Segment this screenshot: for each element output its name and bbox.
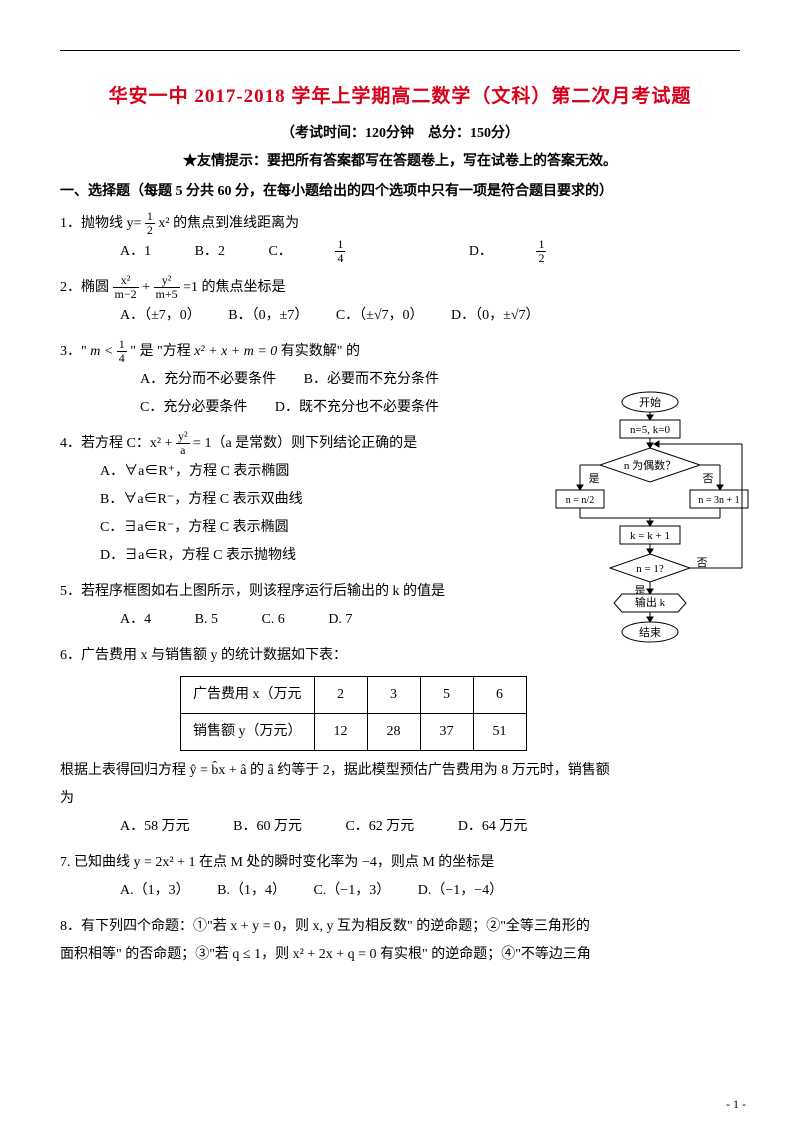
q6-D: D．64 万元 (458, 813, 528, 841)
q6-A: A．58 万元 (120, 813, 190, 841)
q6-table: 广告费用 x（万元 2 3 5 6 销售额 y（万元） 12 28 37 51 (180, 676, 527, 751)
q4-C: C．∃a∈R⁻，方程 C 表示椭圆 (100, 514, 289, 542)
table-row: 广告费用 x（万元 2 3 5 6 (181, 677, 527, 714)
question-6: 6．广告费用 x 与销售额 y 的统计数据如下表： 广告费用 x（万元 2 3 … (60, 642, 740, 841)
q2-C: C．（±√7，0） (336, 302, 424, 330)
question-8: 8．有下列四个命题：①"若 x + y = 0，则 x, y 互为相反数" 的逆… (60, 913, 740, 969)
q2-B: B．（0，±7） (228, 302, 308, 330)
q7-B: B.（1，4） (217, 877, 286, 905)
question-7: 7. 已知曲线 y = 2x² + 1 在点 M 处的瞬时变化率为 −4，则点 … (60, 849, 740, 905)
svg-text:n 为偶数？: n 为偶数？ (624, 459, 676, 472)
q3-C: C．充分必要条件 (140, 394, 247, 422)
q2-stem-pre: 2．椭圆 (60, 280, 113, 295)
q1-stem-post: x² 的焦点到准线距离为 (158, 216, 299, 231)
svg-text:结束: 结束 (639, 626, 661, 639)
q3-A: A．充分而不必要条件 (140, 366, 276, 394)
q1-D: D． 1 2 (469, 238, 627, 266)
svg-text:n = 1?: n = 1? (636, 563, 664, 575)
q6-C: C．62 万元 (345, 813, 414, 841)
exam-hint: ★友情提示：要把所有答案都写在答题卷上，写在试卷上的答案无效。 (60, 150, 740, 170)
question-3: 3．" m < 1 4 " 是 "方程 x² + x + m = 0 有实数解"… (60, 338, 490, 422)
page-number: - 1 - (726, 1097, 746, 1112)
q4-options: A．∀a∈R⁺，方程 C 表示椭圆 B．∀a∈R⁻，方程 C 表示双曲线 C．∃… (60, 458, 490, 570)
svg-text:开始: 开始 (639, 395, 661, 409)
q3-D: D．既不充分也不必要条件 (275, 394, 439, 422)
q7-D: D.（−1，−4） (418, 877, 503, 905)
q6-after: 根据上表得回归方程 ŷ = b̂x + â 的 â 约等于 2，据此模型预估广告… (60, 757, 740, 785)
q6-options: A．58 万元 B．60 万元 C．62 万元 D．64 万元 (60, 813, 740, 841)
q1-C: C． 1 4 (268, 238, 425, 266)
flowchart-svg: 开始 n=5, k=0 n 为偶数？ 是 否 n = n/2 n = 3n + … (550, 390, 750, 650)
svg-text:输出 k: 输出 k (635, 595, 666, 609)
q1-A: A．1 (120, 238, 151, 266)
svg-text:n=5, k=0: n=5, k=0 (630, 424, 670, 436)
q2-A: A．（±7，0） (120, 302, 201, 330)
question-4: 4．若方程 C：x² + y² a = 1（a 是常数）则下列结论正确的是 A．… (60, 430, 490, 570)
q7-options: A.（1，3） B.（1，4） C.（−1，3） D.（−1，−4） (60, 877, 740, 905)
q5-C: C. 6 (261, 606, 284, 634)
q2-options: A．（±7，0） B．（0，±7） C．（±√7，0） D．（0，±√7） (60, 302, 740, 330)
q4-B: B．∀a∈R⁻，方程 C 表示双曲线 (100, 486, 303, 514)
svg-text:k = k + 1: k = k + 1 (630, 530, 670, 542)
svg-text:否: 否 (703, 473, 714, 485)
flowchart: 开始 n=5, k=0 n 为偶数？ 是 否 n = n/2 n = 3n + … (550, 390, 750, 655)
q5-A: A．4 (120, 606, 151, 634)
q6-B: B．60 万元 (233, 813, 302, 841)
q5-B: B. 5 (195, 606, 218, 634)
section-1-heading: 一、选择题（每题 5 分共 60 分，在每小题给出的四个选项中只有一项是符合题目… (60, 180, 740, 200)
top-rule (60, 50, 740, 51)
q3-options: A．充分而不必要条件 B．必要而不充分条件 C．充分必要条件 D．既不充分也不必… (60, 366, 490, 422)
q6-after2: 为 (60, 785, 740, 813)
svg-text:否: 否 (697, 557, 708, 569)
table-row: 销售额 y（万元） 12 28 37 51 (181, 714, 527, 751)
exam-subtitle: （考试时间：120分钟 总分：150分） (60, 122, 740, 142)
svg-text:n = n/2: n = n/2 (566, 495, 594, 506)
q1-frac-half: 1 2 (145, 210, 155, 237)
q2-D: D．（0，±√7） (451, 302, 539, 330)
q7-A: A.（1，3） (120, 877, 190, 905)
q4-D: D．∃a∈R，方程 C 表示抛物线 (100, 542, 296, 570)
svg-text:是: 是 (589, 472, 600, 485)
q5-D: D. 7 (328, 606, 352, 634)
q4-A: A．∀a∈R⁺，方程 C 表示椭圆 (100, 458, 289, 486)
q2-stem-post: =1 的焦点坐标是 (183, 280, 285, 295)
q1-stem-pre: 1．抛物线 y= (60, 216, 141, 231)
q3-B: B．必要而不充分条件 (304, 366, 439, 394)
q1-options: A．1 B．2 C． 1 4 D． 1 2 (60, 238, 740, 266)
q7-C: C.（−1，3） (313, 877, 390, 905)
q1-B: B．2 (195, 238, 225, 266)
svg-text:n = 3n + 1: n = 3n + 1 (698, 495, 739, 506)
question-2: 2．椭圆 x² m−2 + y² m+5 =1 的焦点坐标是 A．（±7，0） … (60, 274, 740, 330)
page: 华安一中 2017-2018 学年上学期高二数学（文科）第二次月考试题 （考试时… (0, 0, 800, 1132)
exam-title: 华安一中 2017-2018 学年上学期高二数学（文科）第二次月考试题 (60, 81, 740, 108)
question-1: 1．抛物线 y= 1 2 x² 的焦点到准线距离为 A．1 B．2 C． 1 4… (60, 210, 740, 266)
